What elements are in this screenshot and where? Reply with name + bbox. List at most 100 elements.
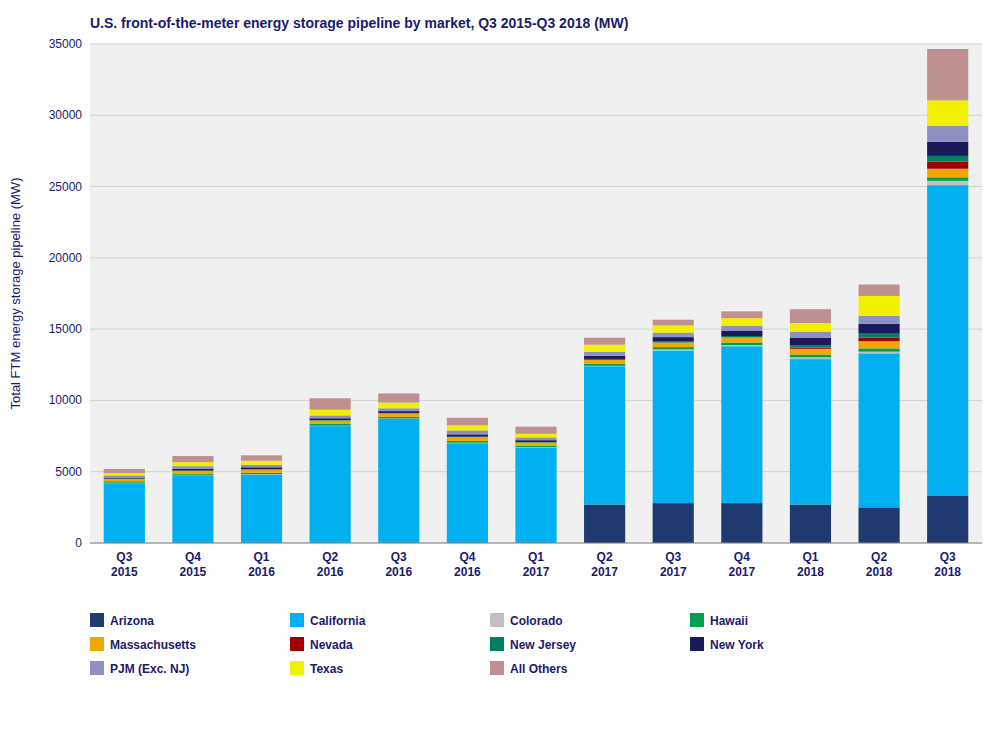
plot-background [90, 44, 982, 543]
x-tick-label: Q42017 [728, 550, 755, 579]
bar-segment [447, 425, 488, 430]
bar-segment [378, 403, 419, 409]
bar-segment [790, 348, 831, 349]
legend-label: PJM (Exc. NJ) [110, 662, 189, 676]
bar-segment [172, 471, 213, 472]
bar-segment [790, 345, 831, 348]
bar-segment [790, 338, 831, 345]
bar-segment [721, 343, 762, 346]
bar-segment [721, 346, 762, 503]
bar-segment [653, 351, 694, 504]
legend-label: Massachusetts [110, 638, 196, 652]
bar-segment [241, 473, 282, 474]
bar-segment [310, 398, 351, 409]
x-tick-label: Q32016 [385, 550, 412, 579]
bar-segment [378, 419, 419, 543]
bar-segment [653, 343, 694, 348]
bar-segment [378, 413, 419, 416]
bar-segment [172, 474, 213, 475]
bar-segment [790, 309, 831, 323]
bar-segment [927, 126, 968, 142]
bar-segment [721, 336, 762, 337]
bar-segment [515, 434, 556, 438]
bar-segment [927, 169, 968, 178]
bar-segment [447, 434, 488, 436]
x-tick-label: Q32017 [660, 550, 687, 579]
bar-segment [653, 342, 694, 343]
bar-segment [104, 473, 145, 475]
bar-segment [104, 478, 145, 479]
bar-segment [721, 326, 762, 331]
bar-segment [858, 353, 899, 507]
bar-segment [104, 478, 145, 479]
bar-segment [172, 476, 213, 543]
bar-segment [721, 345, 762, 346]
y-tick-label: 5000 [55, 465, 82, 479]
x-tick-label: Q32018 [934, 550, 961, 579]
bar-segment [378, 417, 419, 419]
bar-segment [515, 437, 556, 440]
bar-segment [310, 410, 351, 416]
bar-segment [584, 505, 625, 543]
bar-segment [584, 359, 625, 360]
bar-segment [172, 469, 213, 471]
y-axis-label: Total FTM energy storage pipeline (MW) [8, 178, 23, 410]
bar-segment [584, 352, 625, 356]
bar-segment [447, 430, 488, 434]
bar-segment [104, 479, 145, 481]
x-tick-label: Q12018 [797, 550, 824, 579]
y-tick-label: 20000 [49, 251, 83, 265]
bar-segment [104, 481, 145, 482]
legend-swatch [90, 613, 104, 627]
y-tick-label: 25000 [49, 180, 83, 194]
bar-segment [515, 446, 556, 447]
bar-segment [378, 411, 419, 413]
grid-line [90, 257, 982, 258]
y-tick-label: 35000 [49, 37, 83, 51]
legend-label: All Others [510, 662, 568, 676]
bar-segment [653, 325, 694, 332]
bar-segment [858, 324, 899, 334]
bar-segment [515, 442, 556, 443]
bar-segment [653, 337, 694, 341]
bar-segment [172, 475, 213, 476]
bar-segment [447, 441, 488, 443]
bar-segment [721, 331, 762, 336]
legend-swatch [490, 613, 504, 627]
legend-swatch [690, 637, 704, 651]
bar-segment [310, 418, 351, 420]
bar-segment [241, 474, 282, 475]
bar-segment [790, 357, 831, 359]
bar-segment [241, 469, 282, 470]
bar-segment [515, 447, 556, 543]
bar-segment [653, 503, 694, 543]
bar-segment [241, 461, 282, 465]
x-tick-label: Q22018 [866, 550, 893, 579]
bar-segment [858, 341, 899, 348]
legend-label: Texas [310, 662, 343, 676]
bar-segment [721, 503, 762, 543]
bar-segment [927, 142, 968, 156]
x-tick-label: Q12016 [248, 550, 275, 579]
bar-segment [310, 420, 351, 421]
bar-segment [172, 462, 213, 466]
legend-label: Arizona [110, 614, 154, 628]
bar-segment [858, 285, 899, 296]
bar-segment [515, 442, 556, 445]
bar-segment [241, 475, 282, 543]
bar-segment [721, 311, 762, 318]
legend-swatch [690, 613, 704, 627]
bar-segment [378, 408, 419, 411]
bar-segment [790, 355, 831, 358]
grid-line [90, 543, 982, 544]
bar-segment [653, 341, 694, 342]
legend-swatch [490, 661, 504, 675]
bar-segment [172, 471, 213, 474]
bar-segment [515, 447, 556, 448]
legend-swatch [290, 637, 304, 651]
bar-segment [241, 455, 282, 460]
bar-segment [653, 320, 694, 326]
bar-segment [858, 334, 899, 338]
bars [104, 49, 969, 543]
x-tick-label: Q32015 [111, 550, 138, 579]
